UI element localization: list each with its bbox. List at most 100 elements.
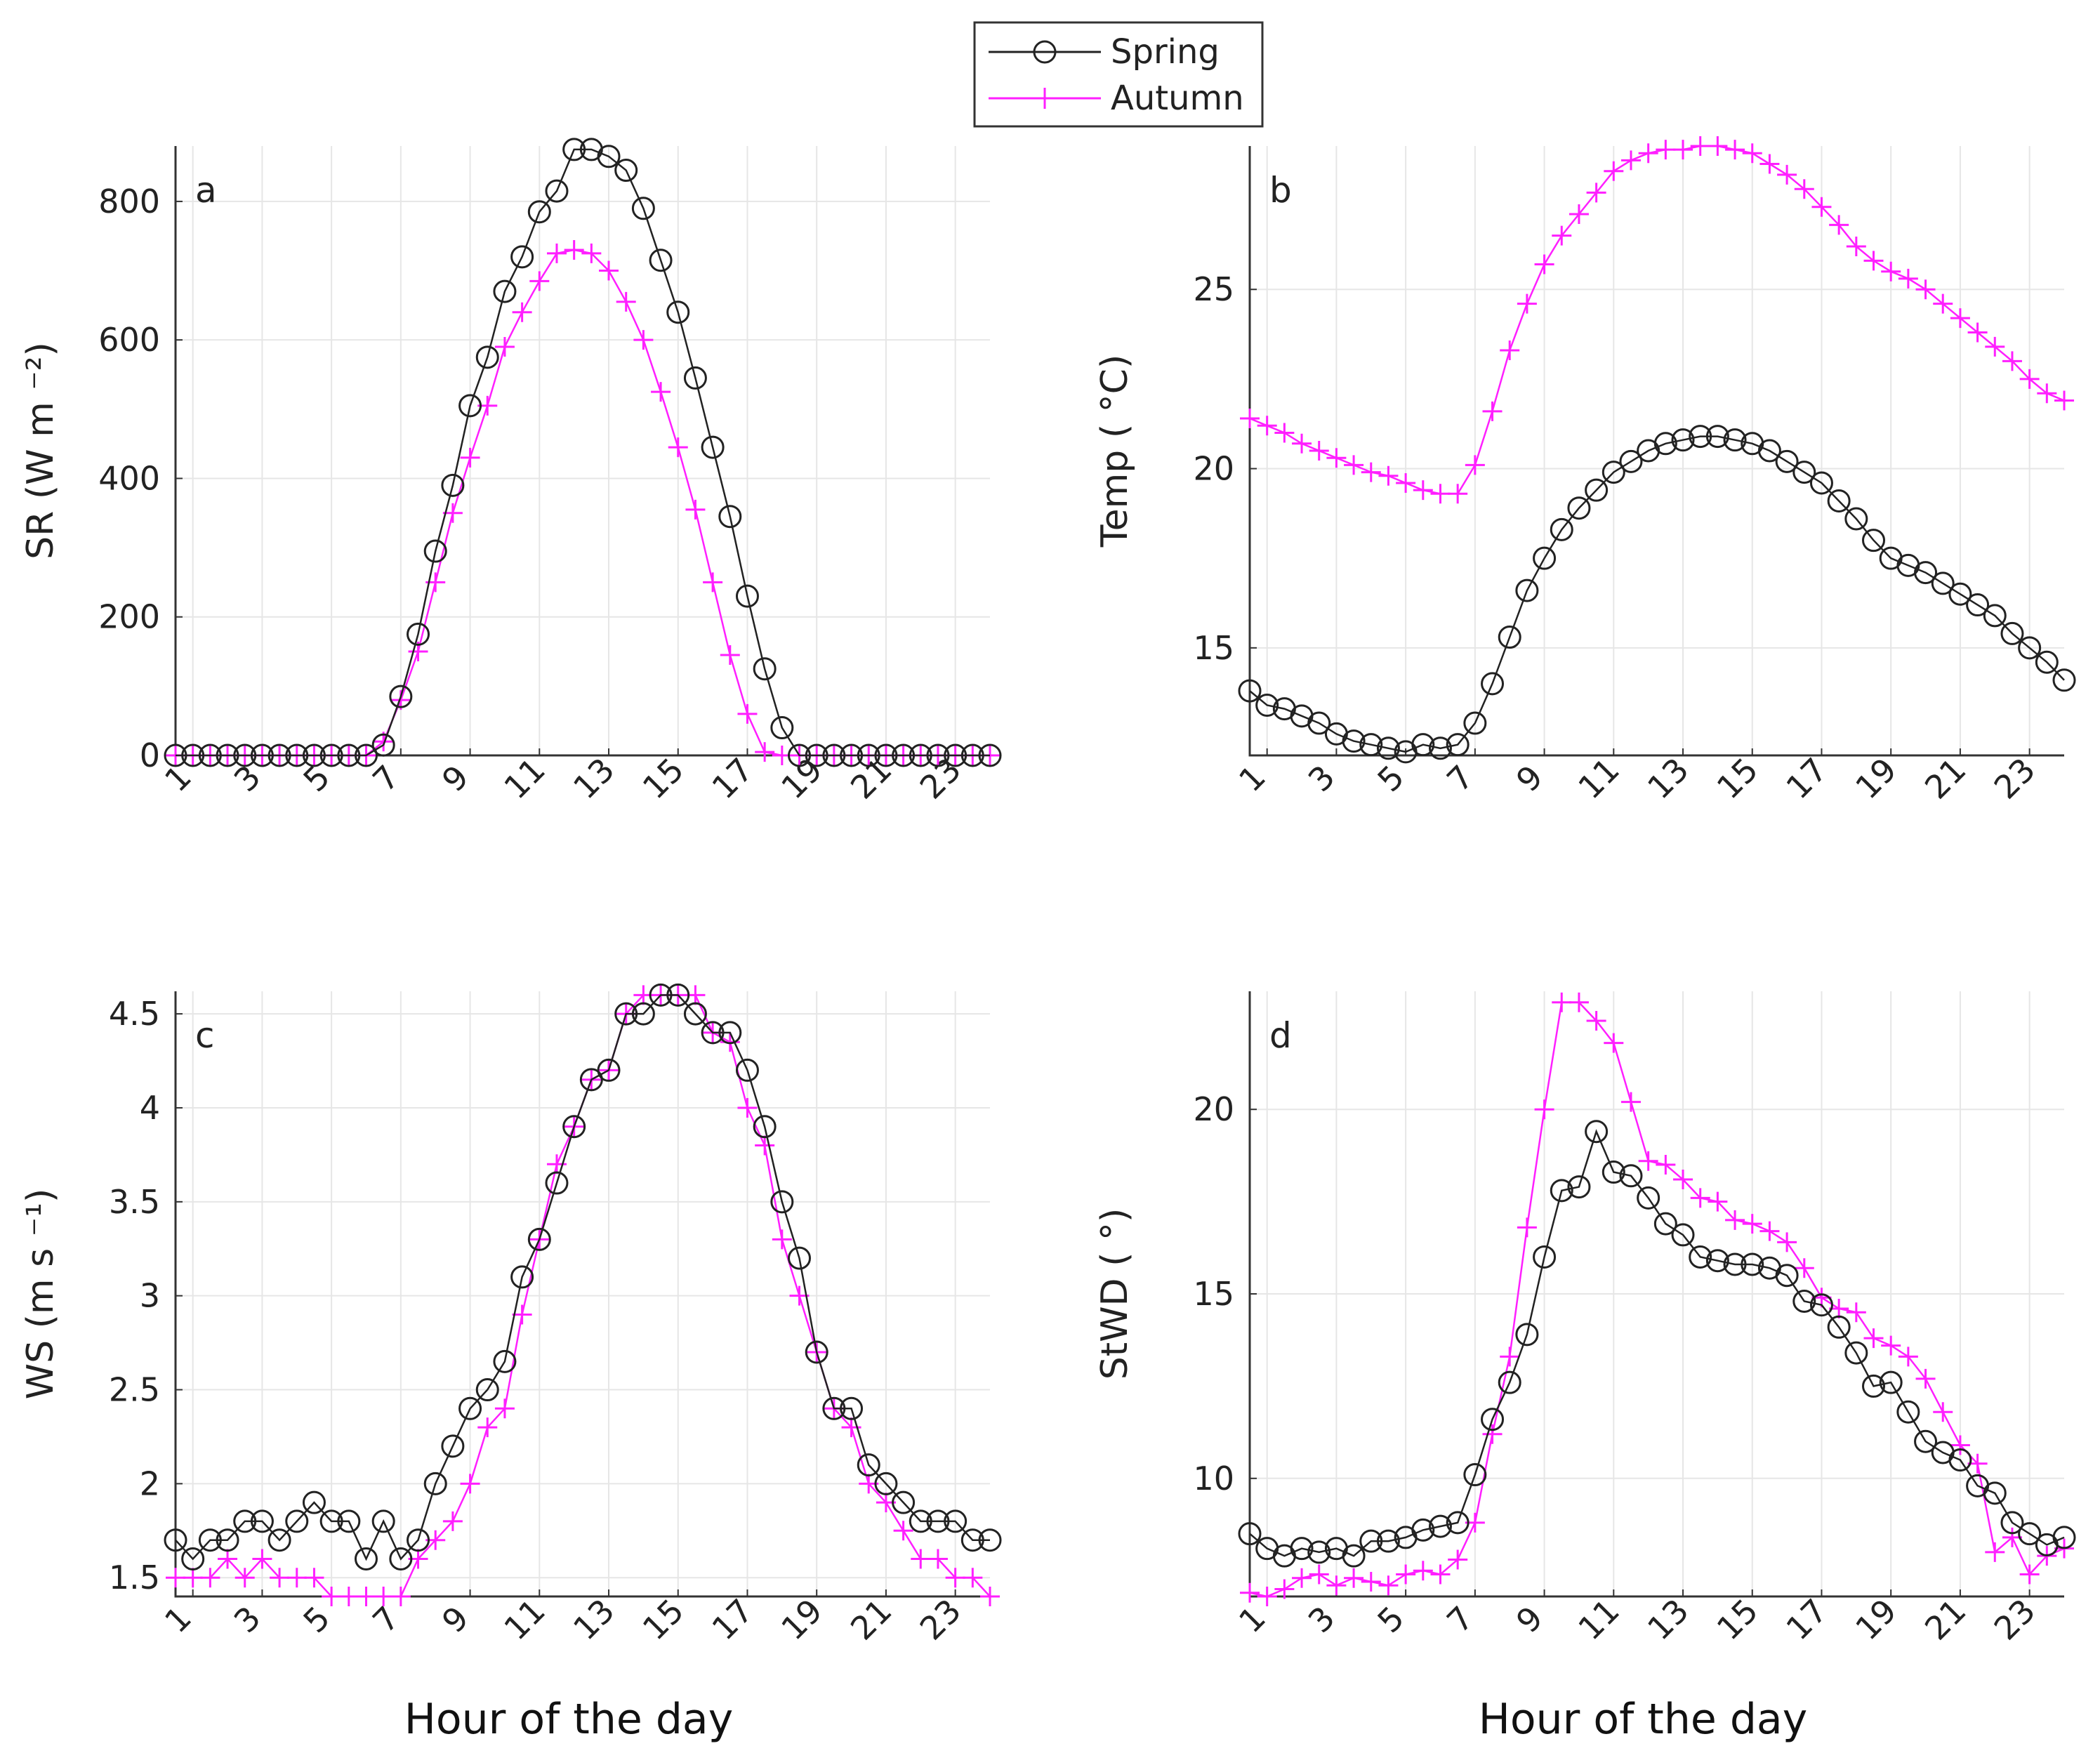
data-point-spring <box>371 1509 395 1533</box>
data-point-spring <box>753 1115 777 1139</box>
data-point-spring <box>1705 425 1729 449</box>
x-tick-label: 7 <box>1439 1599 1481 1640</box>
data-point-autumn <box>1517 293 1537 314</box>
data-point-autumn <box>183 1568 203 1588</box>
data-point-spring <box>597 145 621 168</box>
data-point-autumn <box>963 1568 983 1588</box>
data-point-spring <box>1775 1264 1799 1288</box>
data-point-autumn <box>1690 136 1710 156</box>
data-point-spring <box>1446 733 1470 757</box>
data-point-spring <box>1723 428 1747 452</box>
x-tick-label: 11 <box>496 1592 553 1648</box>
data-point-spring <box>1498 1370 1521 1394</box>
data-point-autumn <box>581 243 602 263</box>
data-point-spring <box>1238 1522 1262 1546</box>
data-point-autumn <box>270 1568 290 1588</box>
data-point-autumn <box>1708 136 1728 156</box>
data-point-spring <box>250 1509 274 1533</box>
data-point-spring <box>181 1547 205 1570</box>
y-tick-label: 400 <box>98 459 160 497</box>
data-point-spring <box>545 179 569 203</box>
y-tick-label: 3 <box>140 1277 160 1315</box>
x-tick-label: 15 <box>1710 1592 1766 1648</box>
x-tick-label: 17 <box>704 750 760 807</box>
data-point-spring <box>354 743 378 767</box>
data-point-autumn <box>1430 484 1451 504</box>
data-point-autumn <box>1777 164 1797 185</box>
series-line-autumn <box>1249 1001 2065 1598</box>
legend: Spring Autumn <box>973 21 1264 128</box>
data-point-spring <box>458 394 482 418</box>
data-point-autumn <box>2019 369 2040 389</box>
data-point-autumn <box>1898 268 1918 289</box>
data-point-spring <box>493 279 517 303</box>
data-point-spring <box>441 1434 465 1458</box>
data-point-autumn <box>1656 140 1676 160</box>
data-point-autumn <box>1534 254 1554 275</box>
data-point-spring <box>1809 1293 1833 1317</box>
data-point-spring <box>788 743 812 767</box>
data-point-autumn <box>1863 1328 1884 1349</box>
data-point-spring <box>1567 1175 1591 1199</box>
data-point-autumn <box>200 1568 220 1588</box>
series-spring <box>1238 425 2076 764</box>
data-point-autumn <box>1777 1232 1797 1252</box>
panel-letter: b <box>1269 170 1292 211</box>
axis-lines <box>174 991 990 1598</box>
data-point-spring <box>579 1068 603 1092</box>
panel-letter: c <box>195 1015 215 1056</box>
data-point-spring <box>337 743 361 767</box>
data-point-autumn <box>564 239 584 260</box>
data-point-autumn <box>1361 1571 1381 1592</box>
data-point-spring <box>701 435 725 459</box>
data-point-autumn <box>1292 433 1312 454</box>
panel-letter: d <box>1269 1015 1292 1056</box>
data-point-spring <box>1844 507 1868 531</box>
x-tick-label: 19 <box>1848 750 1904 807</box>
data-point-autumn <box>1257 1587 1277 1606</box>
data-point-autumn <box>1292 1568 1312 1588</box>
y-axis-label: Temp ( °C) <box>1094 355 1136 548</box>
data-point-spring <box>1689 425 1712 449</box>
data-point-spring <box>683 1002 707 1026</box>
data-point-autumn <box>1725 140 1745 160</box>
data-point-autumn <box>2037 383 2057 404</box>
data-point-autumn <box>1985 1542 2005 1562</box>
data-point-spring <box>354 1547 378 1570</box>
data-point-autumn <box>1448 1549 1468 1570</box>
data-point-spring <box>510 245 534 269</box>
x-tick-label: 9 <box>1509 758 1550 799</box>
data-point-spring <box>216 1528 239 1552</box>
x-tick-label: 5 <box>1370 758 1411 799</box>
y-axis-label: StWD ( °) <box>1094 1208 1136 1380</box>
data-point-spring <box>1896 1400 1920 1424</box>
data-point-spring <box>1862 529 1886 553</box>
data-point-spring <box>562 138 586 161</box>
data-point-spring <box>718 505 742 529</box>
data-point-autumn <box>1950 308 1970 329</box>
data-point-spring <box>2018 1522 2042 1546</box>
data-point-spring <box>1238 679 1262 703</box>
x-tick-label: 19 <box>1848 1592 1904 1648</box>
data-point-spring <box>1376 736 1400 760</box>
data-point-autumn <box>599 260 619 281</box>
data-point-spring <box>1428 736 1452 760</box>
data-point-autumn <box>616 291 636 312</box>
data-point-autumn <box>772 1229 792 1250</box>
data-point-spring <box>250 743 274 767</box>
data-point-spring <box>216 743 239 767</box>
data-point-spring <box>302 743 326 767</box>
data-point-spring <box>1689 1245 1712 1269</box>
data-point-spring <box>1602 1160 1625 1184</box>
series-line-spring <box>1249 435 2065 753</box>
data-point-autumn <box>720 644 740 665</box>
data-point-autumn <box>1794 179 1814 199</box>
data-point-spring <box>1671 428 1695 452</box>
data-point-spring <box>423 1471 447 1495</box>
data-point-autumn <box>1413 480 1433 501</box>
x-tick-label: 9 <box>1509 1599 1550 1640</box>
series-line-spring <box>1249 1129 2065 1557</box>
